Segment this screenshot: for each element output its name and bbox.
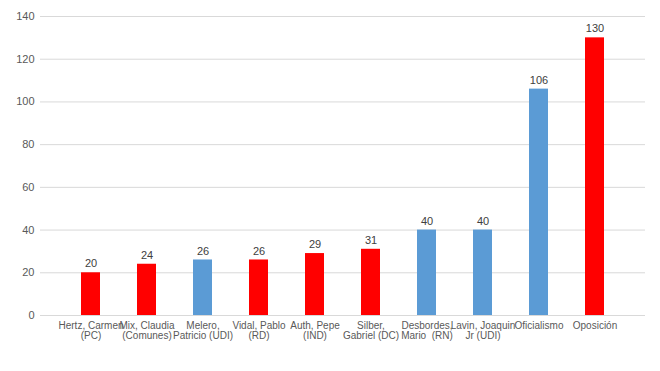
svg-text:Mix, Claudia(Comunes): Mix, Claudia(Comunes)	[119, 320, 174, 341]
svg-text:100: 100	[16, 95, 34, 107]
svg-text:26: 26	[197, 244, 209, 256]
svg-text:26: 26	[253, 244, 265, 256]
svg-text:31: 31	[365, 234, 377, 246]
svg-text:Oficialismo: Oficialismo	[515, 320, 564, 331]
svg-text:Silber,Gabriel (DC): Silber,Gabriel (DC)	[343, 320, 399, 341]
svg-text:Oposición: Oposición	[573, 320, 617, 331]
svg-text:Melero,Patricio (UDI): Melero,Patricio (UDI)	[173, 320, 233, 341]
svg-text:60: 60	[22, 181, 34, 193]
svg-text:Auth, Pepe(IND): Auth, Pepe(IND)	[290, 320, 340, 341]
svg-text:Vidal, Pablo(RD): Vidal, Pablo(RD)	[232, 320, 286, 341]
svg-text:Lavin, JoaquinJr (UDI): Lavin, JoaquinJr (UDI)	[451, 320, 516, 341]
svg-text:29: 29	[309, 238, 321, 250]
svg-text:Desbordes,Mario (RN): Desbordes,Mario (RN)	[401, 320, 453, 341]
svg-text:40: 40	[477, 215, 489, 227]
svg-text:40: 40	[421, 215, 433, 227]
svg-text:0: 0	[28, 309, 34, 321]
svg-text:130: 130	[586, 22, 604, 34]
svg-text:20: 20	[85, 257, 97, 269]
svg-text:120: 120	[16, 53, 34, 65]
svg-text:40: 40	[22, 224, 34, 236]
svg-text:106: 106	[530, 74, 548, 86]
svg-text:80: 80	[22, 138, 34, 150]
svg-text:24: 24	[141, 249, 153, 261]
svg-text:Hertz, Carmen(PC): Hertz, Carmen(PC)	[58, 320, 123, 341]
svg-text:20: 20	[22, 266, 34, 278]
svg-text:140: 140	[16, 10, 34, 22]
